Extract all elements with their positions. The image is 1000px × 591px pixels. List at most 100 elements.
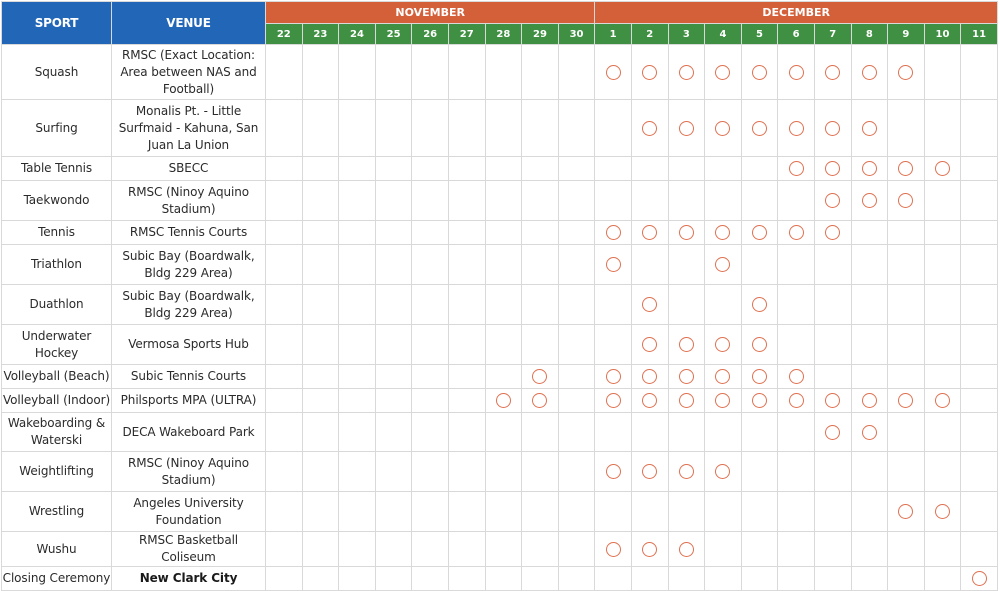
day-header-cell: 7 <box>813 23 852 45</box>
day-cell <box>704 220 742 245</box>
day-cell <box>667 180 706 221</box>
day-cell <box>265 284 303 325</box>
day-cell <box>557 220 596 245</box>
sport-name: Underwater Hockey <box>1 324 112 365</box>
day-cell <box>557 244 596 285</box>
circle-icon <box>605 541 621 557</box>
day-cell <box>704 244 742 285</box>
circle-icon <box>678 64 694 80</box>
venue-name: RMSC Tennis Courts <box>111 220 266 245</box>
day-cell <box>521 412 559 452</box>
circle-icon <box>788 64 804 80</box>
circle-icon <box>642 120 658 136</box>
day-cell <box>301 44 340 100</box>
table-row: Duathlon Subic Bay (Boardwalk, Bldg 229 A… <box>1 284 998 325</box>
circle-icon <box>898 161 914 176</box>
day-cell <box>265 531 303 567</box>
venue-name: Angeles University Foundation <box>111 491 266 532</box>
day-cell <box>630 44 669 100</box>
venue-name: RMSC Basketball Coliseum <box>111 531 266 567</box>
venue-name: Subic Bay (Boardwalk, Bldg 229 Area) <box>111 284 266 325</box>
day-cell <box>484 388 523 413</box>
day-cell <box>374 364 413 389</box>
day-cell <box>740 244 779 285</box>
day-cell <box>850 451 889 492</box>
day-cell <box>923 324 962 365</box>
circle-icon <box>642 337 658 352</box>
day-cell <box>338 99 376 157</box>
day-cell <box>374 388 413 413</box>
day-cell <box>338 244 376 285</box>
day-header-cell: 10 <box>923 23 962 45</box>
day-cell <box>447 244 486 285</box>
day-cell <box>411 388 449 413</box>
day-cell <box>630 180 669 221</box>
day-cell <box>740 284 779 325</box>
day-cell <box>960 324 998 365</box>
day-cell <box>740 44 779 100</box>
day-cell <box>850 364 889 389</box>
day-cell <box>484 531 523 567</box>
day-cell <box>704 44 742 100</box>
day-cell <box>630 220 669 245</box>
day-cell <box>447 220 486 245</box>
day-cell <box>887 284 925 325</box>
day-cell <box>887 388 925 413</box>
day-cell <box>374 451 413 492</box>
day-header-cell: 29 <box>521 23 559 45</box>
day-cell <box>521 388 559 413</box>
circle-icon <box>715 257 731 272</box>
day-cell <box>521 180 559 221</box>
circle-icon <box>715 464 731 479</box>
day-cell <box>777 364 815 389</box>
day-cell <box>594 156 632 181</box>
day-cell <box>557 388 596 413</box>
day-cell <box>338 451 376 492</box>
day-cell <box>813 388 852 413</box>
day-cell <box>813 244 852 285</box>
day-cell <box>777 220 815 245</box>
day-cell <box>960 99 998 157</box>
circle-icon <box>825 120 841 136</box>
day-cell <box>777 244 815 285</box>
day-cell <box>887 451 925 492</box>
day-cell <box>777 388 815 413</box>
day-cell <box>960 388 998 413</box>
day-cell <box>411 324 449 365</box>
day-cell <box>667 324 706 365</box>
table-row: Triathlon Subic Bay (Boardwalk, Bldg 229 … <box>1 244 998 285</box>
circle-icon <box>934 161 950 176</box>
day-cell <box>447 388 486 413</box>
day-cell <box>813 156 852 181</box>
day-cell <box>923 364 962 389</box>
day-cell <box>887 156 925 181</box>
day-cell <box>557 451 596 492</box>
day-cell <box>923 220 962 245</box>
day-header-cell: 11 <box>960 23 998 45</box>
day-header-cell: 23 <box>301 23 340 45</box>
day-cell <box>411 44 449 100</box>
day-cell <box>960 220 998 245</box>
circle-icon <box>861 161 877 176</box>
sport-name: Surfing <box>1 99 112 157</box>
day-cell <box>484 220 523 245</box>
circle-icon <box>678 225 694 240</box>
day-cell <box>484 451 523 492</box>
circle-icon <box>752 225 768 240</box>
circle-icon <box>642 393 658 408</box>
circle-icon <box>678 120 694 136</box>
day-cell <box>594 99 632 157</box>
day-cell <box>557 44 596 100</box>
day-cell <box>887 364 925 389</box>
month-header-november: NOVEMBER <box>264 1 596 24</box>
day-cell <box>484 99 523 157</box>
day-cell <box>923 99 962 157</box>
day-cell <box>557 324 596 365</box>
day-cell <box>301 412 340 452</box>
day-cell <box>521 220 559 245</box>
day-cell <box>338 220 376 245</box>
day-cell <box>301 244 340 285</box>
day-cell <box>923 491 962 532</box>
day-cell <box>301 388 340 413</box>
day-cell <box>740 364 779 389</box>
